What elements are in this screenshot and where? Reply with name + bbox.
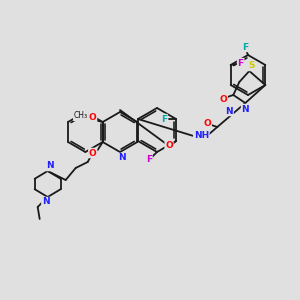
Text: O: O: [203, 118, 211, 127]
Text: N: N: [226, 106, 233, 116]
Text: O: O: [165, 142, 173, 151]
Text: NH: NH: [194, 130, 209, 140]
Text: O: O: [89, 148, 97, 158]
Text: F: F: [161, 115, 167, 124]
Text: S: S: [248, 61, 255, 70]
Text: N: N: [242, 104, 249, 113]
Text: O: O: [89, 112, 97, 122]
Text: O: O: [219, 94, 227, 103]
Text: N: N: [46, 161, 53, 170]
Text: F: F: [146, 155, 152, 164]
Text: F: F: [238, 58, 244, 68]
Text: CH₃: CH₃: [74, 112, 88, 121]
Text: N: N: [42, 197, 50, 206]
Text: F: F: [242, 43, 248, 52]
Text: N: N: [118, 154, 126, 163]
